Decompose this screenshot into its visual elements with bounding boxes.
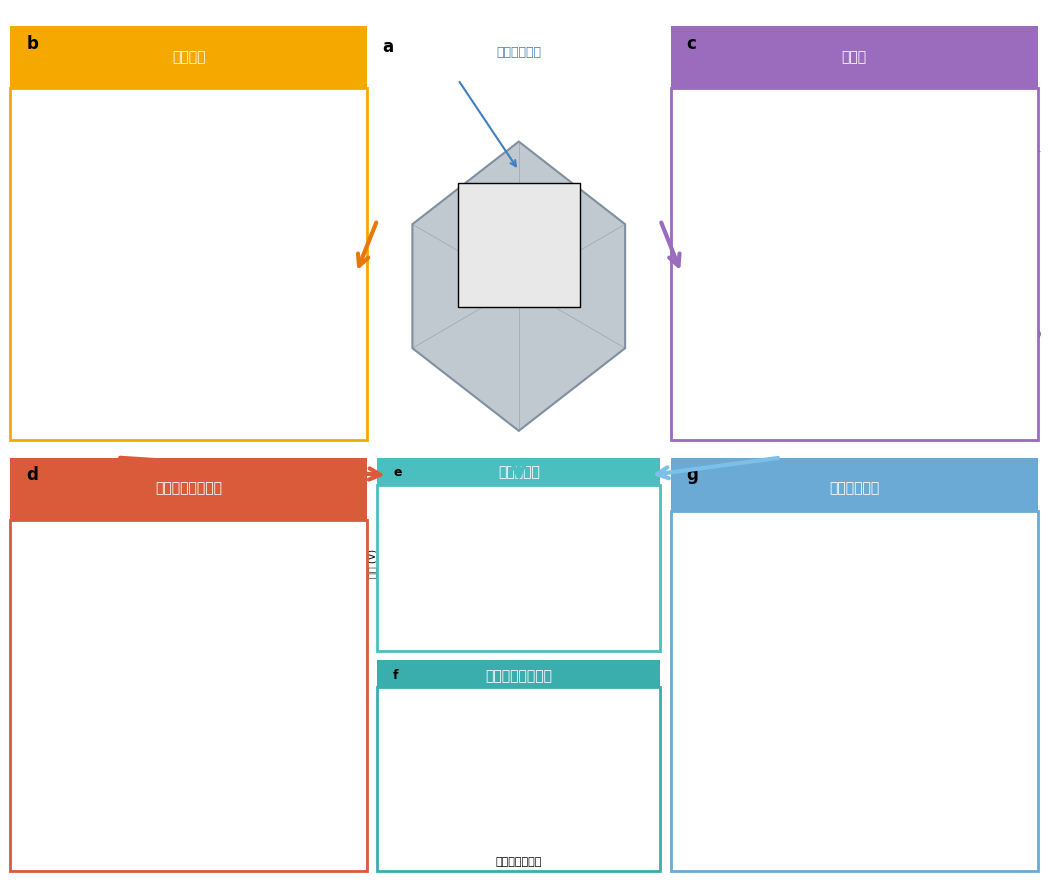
单个飞秒脉冲 [633, 619, 646, 629]
飞秒脉冲队列 [416, 541, 429, 552]
飞秒脉冲队列 [499, 619, 511, 629]
Text: 高密度: 高密度 [842, 50, 867, 64]
飞秒脉冲队列 [581, 615, 593, 626]
Text: a: a [381, 38, 393, 56]
单个飞秒脉冲 [581, 619, 593, 629]
飞秒脉冲队列 [392, 619, 405, 629]
Text: 100 nm: 100 nm [483, 817, 516, 825]
Text: 超越衍射极限尺寸: 超越衍射极限尺寸 [485, 669, 552, 683]
Bar [458, 183, 580, 307]
单个飞秒脉冲 [585, 619, 597, 629]
Text: ×10⁸: ×10⁸ [284, 37, 308, 47]
Text: b: b [26, 35, 38, 53]
单个飞秒脉冲 [416, 480, 429, 490]
Y-axis label: 荧光强度: 荧光强度 [1046, 230, 1048, 253]
飞秒脉冲队列 [489, 608, 502, 619]
Legend: 飞秒脉冲队列, 单个飞秒脉冲: 飞秒脉冲队列, 单个飞秒脉冲 [575, 498, 635, 527]
Y-axis label: Y: Y [383, 757, 393, 763]
Y-axis label: 荧光强度: 荧光强度 [15, 234, 25, 260]
单个飞秒脉冲 [392, 619, 405, 629]
单个飞秒脉冲 [558, 619, 570, 629]
X-axis label: X (μm): X (μm) [732, 803, 762, 820]
X-axis label: X: X [487, 841, 494, 852]
Text: 单飞秒脉冲: 单飞秒脉冲 [498, 466, 540, 479]
X-axis label: 读出次数: 读出次数 [175, 65, 202, 75]
飞秒脉冲队列 [558, 619, 570, 629]
Y-axis label: Y(μm): Y(μm) [923, 362, 949, 381]
Text: 四维信息存储: 四维信息存储 [829, 481, 879, 495]
Text: g: g [686, 466, 698, 484]
单个飞秒脉冲 [417, 487, 430, 497]
飞秒脉冲队列 [633, 619, 646, 629]
Text: 保真度：99.48%: 保真度：99.48% [134, 833, 212, 847]
Text: 荧光强度复用存储: 荧光强度复用存储 [155, 481, 222, 495]
Line: 单个飞秒脉冲: 单个飞秒脉冲 [398, 485, 639, 624]
Text: 荧光稳定: 荧光稳定 [172, 50, 205, 64]
Text: At 1.3×10⁷ kW/m²: At 1.3×10⁷ kW/m² [158, 135, 246, 145]
单个飞秒脉冲 [489, 619, 502, 629]
Line: 飞秒脉冲队列: 飞秒脉冲队列 [398, 546, 639, 624]
Y-axis label: Y (μm): Y (μm) [930, 794, 959, 815]
Text: d: d [26, 466, 38, 484]
Text: f: f [393, 669, 398, 682]
飞秒脉冲队列 [585, 605, 597, 616]
Text: 超分辨显微结果: 超分辨显微结果 [496, 857, 542, 867]
Text: e: e [393, 466, 401, 480]
Text: 单个飞秒脉冲: 单个飞秒脉冲 [497, 46, 541, 59]
X-axis label: 时间 (小时): 时间 (小时) [170, 422, 208, 431]
Y-axis label: 荧光强度: 荧光强度 [612, 748, 623, 772]
Polygon shape [412, 142, 625, 431]
Text: c: c [686, 35, 696, 53]
X-axis label: 时间 (ns): 时间 (ns) [502, 659, 536, 669]
单个飞秒脉冲 [499, 619, 511, 629]
X-axis label: X(μm): X(μm) [729, 370, 757, 387]
飞秒脉冲队列 [417, 542, 430, 553]
Y-axis label: 电压 (V): 电压 (V) [367, 549, 376, 578]
